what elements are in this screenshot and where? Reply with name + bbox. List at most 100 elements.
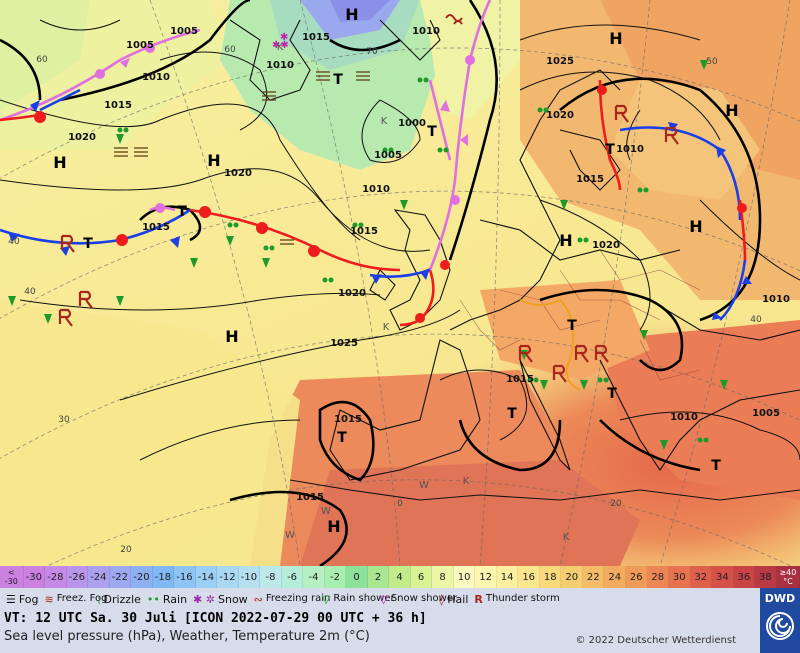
- snow-shower-icon: ▽: [379, 592, 388, 606]
- legend-freezing-fog: ≋ Freez. Fog: [44, 592, 108, 606]
- scale-cell: -14: [195, 566, 218, 588]
- low-pressure-centre: T: [427, 124, 437, 140]
- high-pressure-centre: H: [725, 101, 738, 120]
- scale-cell: 36: [733, 566, 756, 588]
- high-pressure-centre: H: [345, 5, 358, 24]
- isobar-label: 1015: [104, 100, 132, 111]
- scale-cell: 14: [496, 566, 519, 588]
- isobar-label: 1010: [266, 60, 294, 71]
- thunderstorm-icon: R: [474, 592, 483, 606]
- scale-low-cell: < -30: [0, 566, 24, 588]
- scale-cell: -28: [45, 566, 67, 588]
- scale-cell: 26: [626, 566, 648, 588]
- high-pressure-centre: H: [207, 151, 220, 170]
- legend-thunderstorm: R Thunder storm: [474, 592, 560, 606]
- high-pressure-centre: H: [327, 517, 340, 536]
- scale-cell: 20: [561, 566, 583, 588]
- legend-freezing-rain: ∾ Freezing rain: [253, 592, 331, 606]
- temperature-label: 40: [8, 237, 20, 247]
- scale-cell: -22: [109, 566, 132, 588]
- temperature-label: 60: [36, 55, 48, 65]
- isobar-label: 1020: [68, 132, 96, 143]
- low-pressure-centre: T: [507, 406, 517, 422]
- isobar-label: 1020: [338, 288, 366, 299]
- scale-cell: -12: [217, 566, 239, 588]
- dwd-logo: DWD: [760, 588, 800, 653]
- isobar-label: 1015: [506, 374, 534, 385]
- svg-text:✱✱: ✱✱: [272, 40, 289, 51]
- high-pressure-centre: H: [609, 29, 622, 48]
- temperature-label: 20: [610, 499, 622, 509]
- rain-shower-icon: ▽: [321, 592, 331, 606]
- scale-cell: 24: [604, 566, 626, 588]
- scale-cell: 6: [410, 566, 433, 588]
- isobar-label: 1005: [374, 150, 402, 161]
- map-description: Sea level pressure (hPa), Weather, Tempe…: [4, 629, 370, 644]
- scale-cell: -16: [174, 566, 196, 588]
- legend-snow-shower: ▽ Snow shower: [379, 592, 458, 606]
- dwd-swirl-icon: [766, 612, 794, 640]
- low-pressure-centre: T: [337, 430, 347, 446]
- temperature-label: 40: [24, 287, 36, 297]
- legend-rain-shower: ▽ Rain shower: [321, 592, 395, 606]
- scale-cell: 32: [690, 566, 713, 588]
- scale-cell: -2: [324, 566, 347, 588]
- hail-icon: ◊: [438, 592, 445, 606]
- low-pressure-centre: T: [83, 236, 93, 252]
- temperature-label: 60: [224, 45, 236, 55]
- isobar-label: 1005: [170, 26, 198, 37]
- warm-air-letter: W: [285, 530, 295, 541]
- scale-cell: 22: [582, 566, 605, 588]
- temperature-colour-scale: < -30 -30 -28 -26 -24 -22 -20 -18 -16 -14 -12 -10 -8-…: [0, 566, 800, 588]
- low-pressure-centre: T: [605, 142, 615, 158]
- low-pressure-centre: T: [711, 458, 721, 474]
- temperature-label: 20: [120, 545, 132, 555]
- temperature-label: 40: [750, 315, 762, 325]
- scale-cell: 12: [475, 566, 497, 588]
- weather-legend: ☰ Fog ≋ Freez. Fog ⁏ Drizzle •• Rain ✱ ✲…: [0, 588, 760, 610]
- scale-cell: 30: [669, 566, 691, 588]
- isobar-label: 1015: [142, 222, 170, 233]
- scale-cell: -10: [238, 566, 261, 588]
- scale-cell: -4: [303, 566, 325, 588]
- scale-cell: 10: [453, 566, 476, 588]
- low-pressure-centre: T: [333, 72, 343, 88]
- isobar-label: 1005: [752, 408, 780, 419]
- valid-time: VT: 12 UTC Sa. 30 Juli [ICON 2022-07-29 …: [4, 611, 427, 626]
- snow-icon: ✱ ✲: [193, 592, 215, 606]
- isobar-label: 1010: [362, 184, 390, 195]
- scale-cell: 2: [367, 566, 390, 588]
- low-pressure-centre: T: [177, 204, 187, 220]
- high-pressure-centre: H: [559, 231, 572, 250]
- rain-icon: ••: [146, 592, 160, 606]
- isobar-label: 1015: [576, 174, 604, 185]
- scale-cell: 18: [539, 566, 562, 588]
- svg-text:✱: ✱: [280, 32, 288, 43]
- isobar-label: 1005: [126, 40, 154, 51]
- legend-drizzle: ⁏ Drizzle: [96, 592, 141, 606]
- freezing-rain-icon: ∾: [253, 592, 263, 606]
- scale-cell: -24: [88, 566, 110, 588]
- fog-icon: ☰: [6, 592, 16, 606]
- scale-cell: -26: [66, 566, 89, 588]
- scale-cell: -18: [152, 566, 175, 588]
- warm-air-letter: W: [321, 506, 331, 517]
- cold-air-letter: K: [563, 532, 570, 543]
- weather-map: ✱✱✱ 1005 1015 1010 1010 1005 1015 1020 1…: [0, 0, 800, 566]
- cold-air-letter: K: [381, 116, 388, 127]
- temperature-label: 0: [397, 499, 403, 509]
- cold-air-letter: K: [463, 476, 470, 487]
- scale-cell: 38: [755, 566, 777, 588]
- scale-cell: -20: [131, 566, 153, 588]
- isobar-label: 1010: [616, 144, 644, 155]
- isobar-label: 1010: [412, 26, 440, 37]
- high-pressure-centre: H: [225, 327, 238, 346]
- scale-cell: 28: [647, 566, 670, 588]
- isobar-label: 1015: [334, 414, 362, 425]
- legend-hail: ◊ Hail: [438, 592, 469, 606]
- map-info-panel: VT: 12 UTC Sa. 30 Juli [ICON 2022-07-29 …: [0, 610, 760, 653]
- legend-rain: •• Rain: [146, 592, 188, 606]
- scale-cell: 34: [712, 566, 734, 588]
- isobar-label: 1000: [398, 118, 426, 129]
- isobar-label: 1025: [546, 56, 574, 67]
